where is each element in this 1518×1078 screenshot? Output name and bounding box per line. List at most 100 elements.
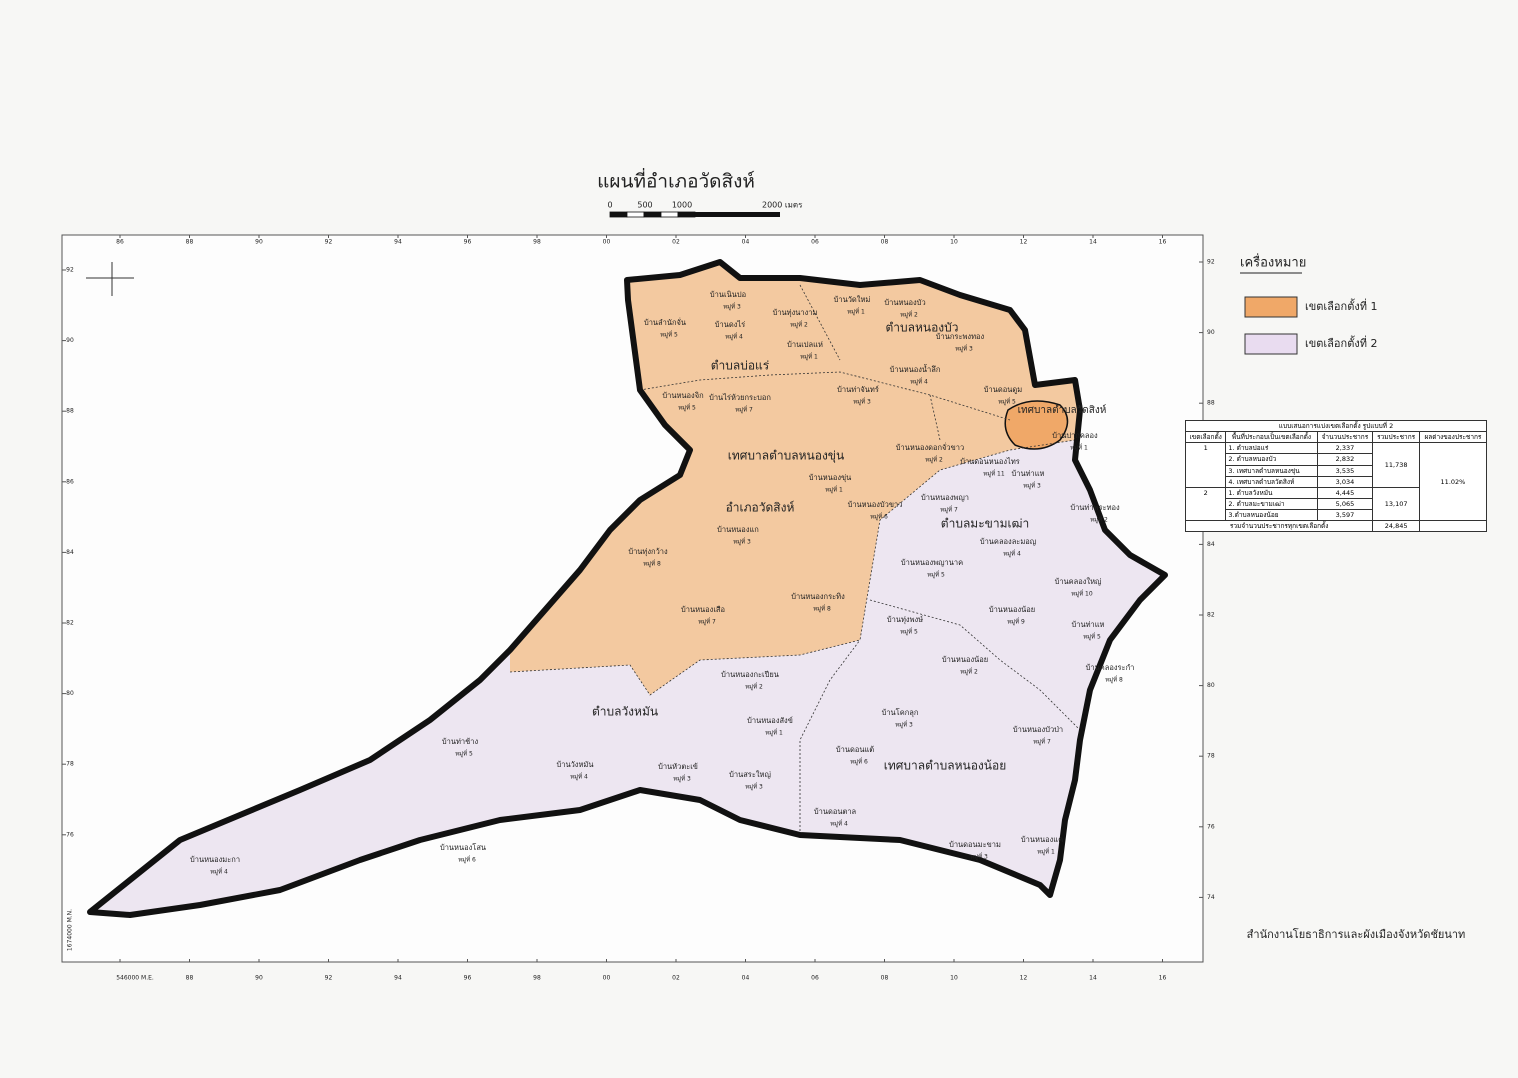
- region-label: อำเภอวัดสิงห์: [726, 501, 795, 515]
- table-row: 2 1. ตำบลวังหมัน 4,445 13,107: [1184, 486, 1487, 522]
- table-cell: 13,107: [1372, 486, 1420, 522]
- table-cell: 2: [1184, 486, 1227, 522]
- village-moo: หมู่ที่ 7: [735, 406, 753, 414]
- grid-label: 10: [950, 975, 958, 982]
- village-moo: หมู่ที่ 4: [570, 773, 588, 781]
- table-cell: 3,535: [1316, 464, 1374, 477]
- table-cell: 3.ตำบลหนองน้อย: [1225, 508, 1318, 522]
- village-moo: หมู่ที่ 5: [1083, 633, 1101, 641]
- grid-label: 94: [394, 975, 402, 982]
- village-name: บ้านเปลแห่: [787, 340, 823, 349]
- village-name: บ้านหนองมะกา: [190, 855, 240, 864]
- village-moo: หมู่ที่ 2: [790, 321, 808, 329]
- scale-segment: [626, 211, 645, 218]
- table-cell: [1418, 520, 1488, 533]
- village-moo: หมู่ที่ 7: [940, 506, 958, 514]
- grid-label: 92: [1207, 259, 1215, 266]
- village-name: บ้านหนองจิก: [662, 391, 703, 400]
- grid-label: 88: [186, 239, 194, 246]
- sub-boundary: [799, 639, 861, 835]
- village-moo: หมู่ที่ 3: [673, 775, 691, 783]
- grid-label: 10: [950, 239, 958, 246]
- village-moo: หมู่ที่ 4: [830, 820, 848, 828]
- table-cell: 24,845: [1372, 520, 1420, 533]
- village-moo: หมู่ที่ 5: [900, 628, 918, 636]
- village-name: บ้านหนองพญา: [921, 493, 969, 502]
- scale-label: 0: [607, 201, 612, 210]
- grid-label: 06: [811, 975, 819, 982]
- village-moo: หมู่ที่ 3: [853, 398, 871, 406]
- grid-label: 12: [1020, 975, 1028, 982]
- grid-label: 96: [464, 975, 472, 982]
- scale-label: 1000: [672, 201, 692, 210]
- table-cell: รวมประชากร: [1372, 431, 1420, 444]
- table-cell: พื้นที่ประกอบเป็นเขตเลือกตั้ง: [1225, 431, 1318, 444]
- region-label: ตำบลบ่อแร่: [711, 359, 770, 373]
- grid-label: 82: [66, 620, 74, 627]
- village-name: บ้านสระใหญ่: [729, 770, 771, 779]
- grid-label: 546000 M.E.: [116, 975, 154, 982]
- village-moo: หมู่ที่ 4: [910, 378, 928, 386]
- grid-label: 80: [66, 690, 74, 697]
- village-name: บ้านท่าแห: [1011, 469, 1044, 478]
- village-moo: หมู่ที่ 6: [458, 856, 476, 864]
- grid-label: 14: [1089, 975, 1097, 982]
- village-name: บ้านท่าช้าง: [442, 737, 479, 746]
- village-name: บ้านดอนมะขาม: [949, 840, 1001, 849]
- village-name: บ้านดอนดูม: [984, 385, 1022, 394]
- village-moo: หมู่ที่ 4: [210, 868, 228, 876]
- village-name: บ้านคลองละมอญ: [980, 537, 1036, 546]
- north-arrow: [86, 262, 134, 296]
- village-moo: หมู่ที่ 3: [733, 538, 751, 546]
- grid-label: 80: [1207, 682, 1215, 689]
- village-moo: หมู่ที่ 6: [850, 758, 868, 766]
- village-name: บ้านหนองเสือ: [681, 605, 725, 614]
- village-name: บ้านหนองน้อย: [989, 605, 1035, 614]
- village-name: บ้านดอนแต้: [836, 745, 874, 754]
- village-moo: หมู่ที่ 11: [983, 470, 1005, 478]
- village-name: บ้านท่าแห: [1071, 620, 1104, 629]
- grid-label: 86: [66, 478, 74, 485]
- village-moo: หมู่ที่ 2: [925, 456, 943, 464]
- village-name: บ้านหนองแก: [717, 525, 759, 534]
- village-moo: หมู่ที่ 7: [698, 618, 716, 626]
- village-moo: หมู่ที่ 5: [927, 571, 945, 579]
- table-cell: 4. เทศบาลตำบลวัดสิงห์: [1225, 475, 1318, 488]
- legend-title: เครื่องหมาย: [1240, 254, 1306, 271]
- grid-label: 12: [1020, 239, 1028, 246]
- village-name: บ้านทุ่งพงษ์: [887, 615, 923, 624]
- grid-label: 96: [464, 239, 472, 246]
- grid-label: 94: [394, 239, 402, 246]
- grid-label: 92: [325, 975, 333, 982]
- table-cell: 3,597: [1316, 508, 1374, 522]
- table-cell: 11.02%: [1418, 442, 1488, 522]
- grid-label: 74: [1207, 894, 1215, 901]
- grid-label: 04: [742, 239, 750, 246]
- grid-label: 08: [881, 239, 889, 246]
- table-cell: เขตเลือกตั้ง: [1184, 431, 1227, 444]
- village-moo: หมู่ที่ 5: [678, 404, 696, 412]
- village-name: บ้านหนองสังข์: [747, 716, 793, 725]
- village-name: บ้านโคกลุก: [882, 708, 919, 717]
- region-label: เทศบาลตำบลวัดสิงห์: [1018, 404, 1107, 416]
- table-cell: 5,065: [1316, 497, 1374, 511]
- table-cell: รวมจำนวนประชากรทุกเขตเลือกตั้ง: [1184, 520, 1374, 533]
- village-name: บ้านลำนักจั่น: [644, 317, 686, 327]
- village-moo: หมู่ที่ 3: [1023, 482, 1041, 490]
- village-name: บ้านวังหมัน: [557, 760, 594, 769]
- table-row: แบบเสนอการแบ่งเขตเลือกตั้ง รูปแบบที่ 2: [1185, 419, 1487, 433]
- village-moo: หมู่ที่ 1: [1037, 848, 1055, 856]
- grid-label: 1674000 M.N.: [67, 909, 74, 951]
- village-name: บ้านหัวตะเข้: [658, 762, 698, 771]
- table-cell: 2,337: [1316, 442, 1374, 455]
- footer-credit: สำนักงานโยธาธิการและผังเมืองจังหวัดชัยนา…: [1247, 927, 1466, 941]
- scale-label: 500: [637, 201, 652, 210]
- table-cell: 1: [1184, 442, 1227, 488]
- map-title: แผนที่อำเภอวัดสิงห์: [597, 168, 755, 193]
- village-name: บ้านหนองกระทิง: [791, 592, 845, 601]
- village-moo: หมู่ที่ 3: [723, 303, 741, 311]
- village-name: บ้านท่าจันทร์: [837, 385, 879, 394]
- village-name: บ้านไร่ห้วยกระบอก: [709, 393, 771, 402]
- village-moo: หมู่ที่ 2: [1090, 516, 1108, 524]
